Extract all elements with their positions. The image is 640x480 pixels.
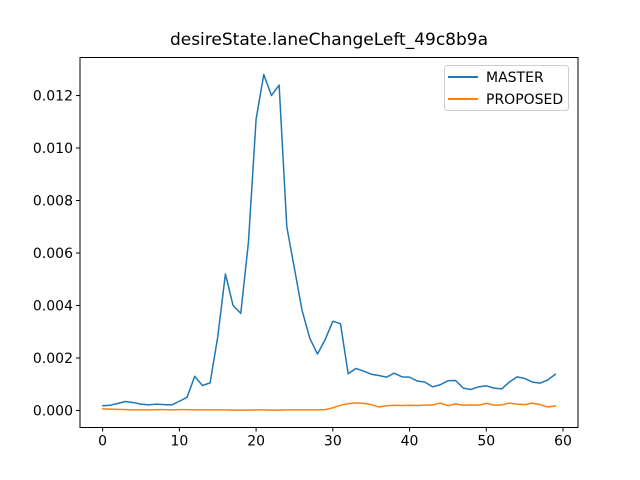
legend: MASTER PROPOSED — [444, 65, 569, 111]
plot-series — [101, 73, 557, 411]
x-tick-label: 20 — [247, 434, 265, 450]
y-tick-label: 0.012 — [33, 89, 73, 105]
master-line — [101, 73, 557, 407]
x-tick-label: 30 — [324, 434, 342, 450]
x-tick-label: 10 — [170, 434, 188, 450]
y-tick-label: 0.006 — [33, 246, 73, 262]
x-tick-label: 40 — [401, 434, 419, 450]
x-tick-label: 0 — [98, 434, 107, 450]
chart-title: desireState.laneChangeLeft_49c8b9a — [170, 30, 488, 50]
y-axis: 0.000 0.002 0.004 0.006 0.008 0.010 0.012 — [33, 89, 80, 419]
x-tick-label: 60 — [554, 434, 572, 450]
x-axis: 0 10 20 30 40 50 60 — [98, 427, 572, 450]
y-tick-label: 0.008 — [33, 194, 73, 210]
plot-area — [79, 57, 579, 428]
y-tick-label: 0.010 — [33, 141, 73, 157]
y-tick-label: 0.000 — [33, 403, 73, 419]
y-tick-label: 0.002 — [33, 351, 73, 367]
legend-master-label: MASTER — [486, 70, 544, 86]
legend-proposed-label: PROPOSED — [486, 92, 563, 108]
proposed-line — [101, 402, 557, 411]
x-tick-label: 50 — [477, 434, 495, 450]
y-tick-label: 0.004 — [33, 298, 73, 314]
